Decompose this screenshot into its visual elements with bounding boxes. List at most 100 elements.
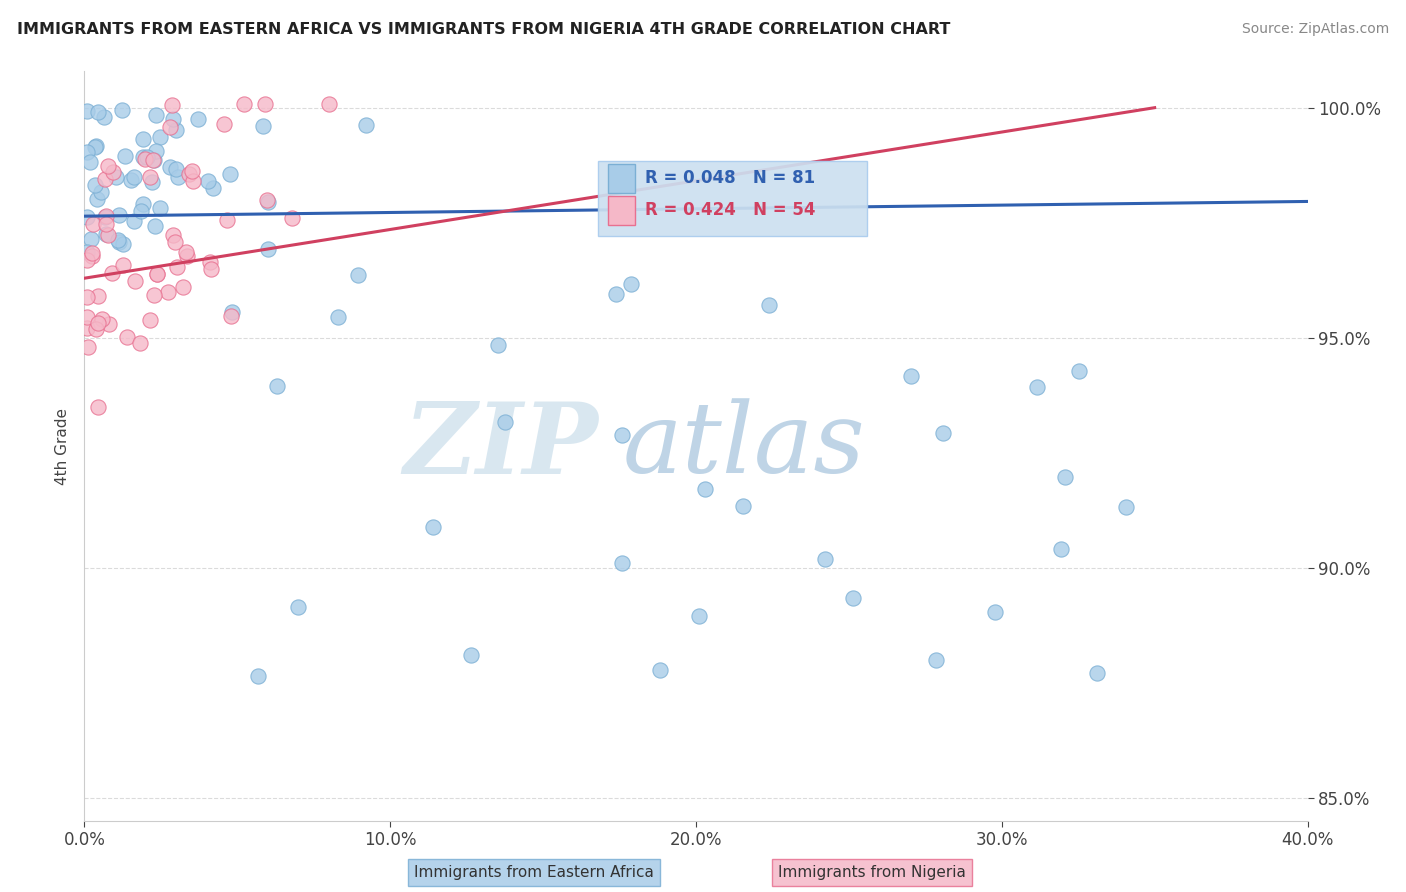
Point: [984, 605, 1007, 619]
Point: [326, 310, 349, 325]
Point: [1085, 666, 1108, 681]
Text: IMMIGRANTS FROM EASTERN AFRICA VS IMMIGRANTS FROM NIGERIA 4TH GRADE CORRELATION : IMMIGRANTS FROM EASTERN AFRICA VS IMMIGR…: [17, 22, 950, 37]
Point: [650, 663, 672, 677]
Point: [94, 227, 117, 241]
Point: [167, 169, 190, 184]
Point: [101, 266, 124, 280]
Bar: [607, 164, 636, 193]
Point: [159, 160, 181, 174]
Text: Immigrants from Eastern Africa: Immigrants from Eastern Africa: [415, 865, 654, 880]
Point: [84, 322, 107, 336]
Point: [620, 277, 643, 292]
Point: [138, 169, 160, 184]
Point: [219, 310, 242, 324]
Point: [166, 260, 188, 274]
Point: [693, 482, 716, 496]
Point: [256, 193, 278, 207]
Point: [181, 174, 204, 188]
Point: [146, 267, 169, 281]
Point: [80, 246, 103, 260]
Point: [252, 119, 274, 133]
Point: [107, 234, 129, 248]
Point: [111, 258, 134, 272]
Point: [143, 219, 166, 233]
Point: [172, 279, 194, 293]
Point: [94, 210, 117, 224]
FancyBboxPatch shape: [598, 161, 868, 236]
Point: [76, 252, 98, 267]
Point: [842, 591, 865, 605]
Point: [103, 165, 125, 179]
Point: [124, 274, 146, 288]
Point: [202, 181, 225, 195]
Point: [76, 340, 98, 354]
Point: [132, 197, 155, 211]
Point: [90, 311, 112, 326]
Point: [76, 290, 98, 304]
Point: [87, 289, 110, 303]
Point: [318, 96, 340, 111]
Point: [141, 175, 163, 189]
Point: [163, 235, 186, 249]
Point: [486, 338, 509, 352]
Point: [688, 609, 710, 624]
Point: [134, 152, 156, 166]
Point: [108, 208, 131, 222]
Point: [460, 648, 482, 663]
Point: [90, 185, 112, 199]
Point: [198, 254, 221, 268]
Point: [84, 178, 107, 192]
Point: [129, 203, 152, 218]
Point: [247, 669, 270, 683]
Point: [219, 167, 242, 181]
Point: [87, 400, 110, 414]
Point: [122, 214, 145, 228]
Point: [612, 557, 634, 571]
Point: [135, 150, 157, 164]
Point: [494, 415, 516, 429]
Point: [287, 599, 309, 614]
Point: [347, 268, 370, 282]
Point: [281, 211, 304, 225]
Point: [217, 213, 239, 227]
Point: [932, 425, 955, 440]
Point: [76, 245, 98, 260]
Bar: [607, 196, 636, 225]
Point: [97, 159, 120, 173]
Point: [142, 153, 165, 168]
Point: [149, 201, 172, 215]
Point: [108, 235, 131, 249]
Point: [200, 261, 222, 276]
Point: [1050, 541, 1073, 556]
Point: [266, 379, 288, 393]
Point: [76, 104, 98, 119]
Point: [162, 98, 184, 112]
Point: [142, 288, 165, 302]
Point: [257, 242, 280, 256]
Point: [105, 169, 128, 184]
Point: [146, 268, 169, 282]
Y-axis label: 4th Grade: 4th Grade: [55, 408, 70, 484]
Point: [93, 110, 115, 124]
Point: [165, 162, 187, 177]
Point: [111, 237, 134, 252]
Point: [731, 499, 754, 513]
Point: [142, 153, 165, 167]
Point: [197, 174, 219, 188]
Text: ZIP: ZIP: [404, 398, 598, 494]
Point: [145, 108, 167, 122]
Point: [76, 320, 98, 334]
Point: [159, 120, 181, 134]
Point: [120, 172, 142, 186]
Point: [79, 155, 101, 169]
Point: [83, 140, 105, 154]
Point: [179, 167, 201, 181]
Point: [257, 194, 280, 209]
Point: [162, 112, 184, 126]
Point: [87, 105, 110, 120]
Point: [129, 335, 152, 350]
Point: [132, 131, 155, 145]
Point: [97, 227, 120, 242]
Point: [86, 316, 108, 330]
Point: [76, 210, 98, 224]
